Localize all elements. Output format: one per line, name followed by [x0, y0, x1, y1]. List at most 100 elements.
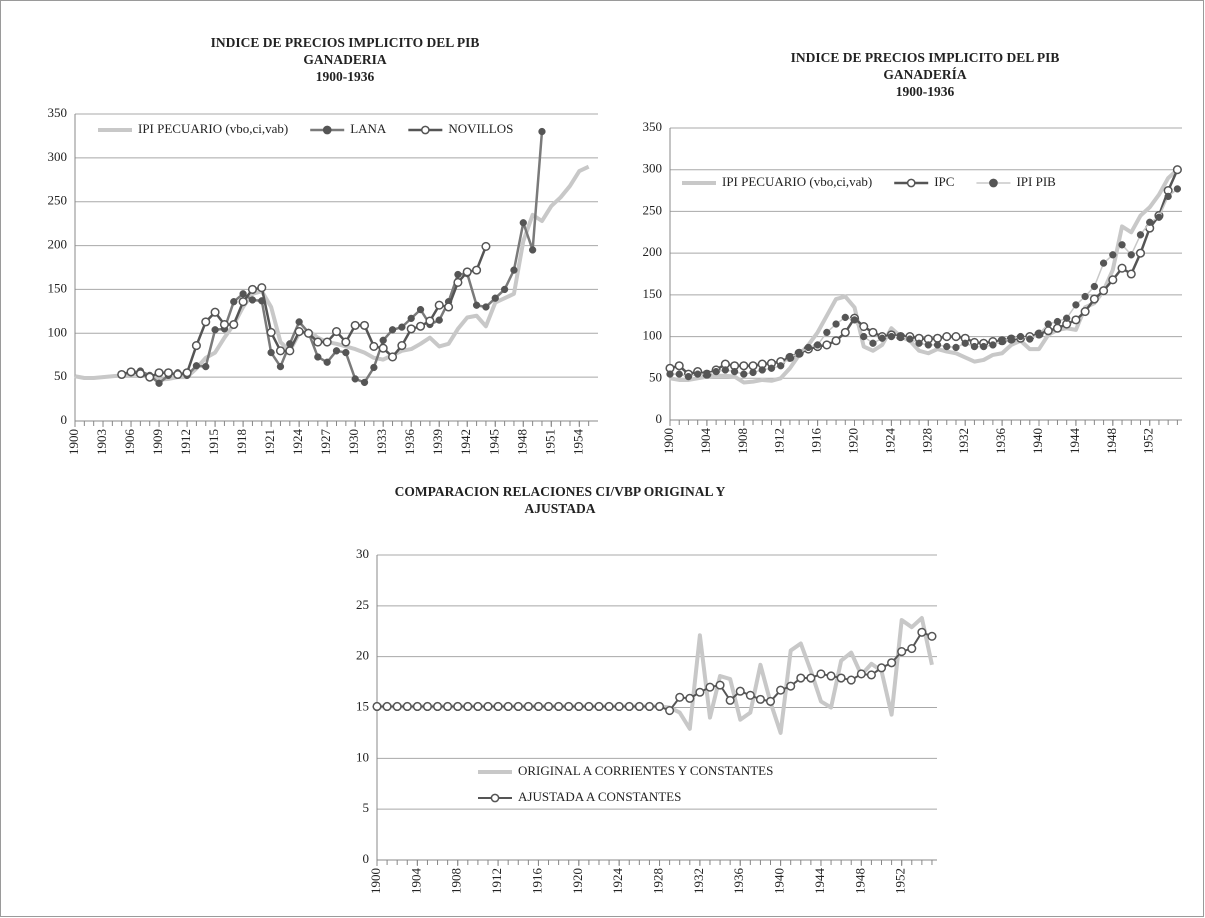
- data-point: [745, 690, 755, 700]
- data-point: [1172, 165, 1182, 175]
- x-tick-label: 1948: [514, 429, 529, 455]
- x-tick-label: 1948: [1104, 428, 1119, 454]
- data-point: [331, 326, 342, 337]
- data-point: [422, 701, 433, 712]
- x-tick-label: 1952: [1141, 428, 1156, 454]
- x-tick-label: 1921: [262, 429, 277, 455]
- y-tick-label: 100: [48, 324, 68, 339]
- legend-label: LANA: [350, 121, 387, 136]
- data-point: [350, 320, 360, 330]
- chart-title: GANADERÍA: [883, 67, 967, 82]
- data-point: [313, 337, 323, 347]
- y-tick-label: 200: [48, 237, 68, 252]
- data-point: [806, 673, 816, 683]
- x-tick-label: 1924: [610, 868, 625, 895]
- y-tick-label: 100: [643, 328, 663, 343]
- data-point: [755, 694, 765, 704]
- data-point: [1136, 231, 1145, 239]
- data-point: [1099, 286, 1109, 296]
- legend-label: IPI PECUARIO (vbo,ci,vab): [138, 121, 288, 136]
- data-point: [1007, 335, 1015, 343]
- data-point: [816, 669, 826, 679]
- data-point: [303, 328, 314, 338]
- data-point: [483, 701, 493, 712]
- data-point: [388, 326, 397, 334]
- y-tick-label: 350: [48, 105, 68, 120]
- data-point: [831, 336, 841, 346]
- legend-marker: [490, 793, 500, 803]
- data-point: [856, 669, 866, 679]
- legend-marker: [906, 178, 916, 188]
- x-tick-label: 1940: [1030, 428, 1045, 454]
- data-point: [360, 378, 369, 387]
- data-point: [951, 332, 961, 342]
- x-tick-label: 1915: [206, 429, 221, 455]
- data-point: [952, 343, 960, 352]
- chart-title: INDICE DE PRECIOS IMPLICITO DEL PIB: [211, 35, 480, 50]
- data-point: [462, 267, 472, 277]
- data-point: [924, 341, 932, 349]
- data-point: [823, 328, 831, 337]
- y-tick-label: 20: [356, 648, 369, 663]
- legend-label: ORIGINAL A CORRIENTES Y CONSTANTES: [518, 763, 773, 778]
- data-point: [323, 358, 331, 366]
- x-tick-label: 1900: [661, 428, 676, 454]
- data-point: [1146, 218, 1154, 226]
- data-point: [332, 347, 341, 355]
- data-point: [201, 317, 211, 327]
- x-tick-label: 1952: [893, 868, 908, 894]
- data-point: [822, 340, 832, 350]
- data-point: [850, 316, 859, 324]
- data-point: [519, 219, 527, 227]
- data-point: [192, 362, 201, 370]
- x-tick-label: 1908: [449, 868, 464, 894]
- data-point: [472, 301, 481, 309]
- chart-title: COMPARACION RELACIONES CI/VBP ORIGINAL Y: [395, 484, 726, 499]
- data-point: [859, 322, 869, 332]
- data-point: [510, 266, 518, 274]
- x-tick-label: 1912: [772, 428, 787, 454]
- series-line: [121, 245, 488, 379]
- data-point: [491, 294, 499, 302]
- data-point: [998, 337, 1006, 345]
- data-point: [369, 341, 379, 351]
- x-tick-label: 1920: [845, 428, 860, 454]
- data-point: [832, 320, 840, 328]
- x-tick-label: 1928: [651, 868, 666, 894]
- data-point: [1155, 213, 1163, 221]
- data-point: [513, 701, 523, 712]
- data-point: [846, 675, 856, 685]
- data-point: [786, 681, 796, 691]
- data-point: [402, 701, 412, 712]
- legend-label: NOVILLOS: [448, 121, 513, 136]
- data-point: [813, 341, 822, 349]
- data-point: [776, 685, 786, 695]
- x-tick-label: 1944: [1067, 428, 1082, 455]
- data-point: [943, 342, 951, 351]
- data-point: [715, 680, 725, 690]
- x-tick-label: 1928: [919, 428, 934, 454]
- x-tick-label: 1924: [882, 428, 897, 455]
- x-tick-label: 1933: [374, 429, 389, 455]
- data-point: [1164, 192, 1172, 201]
- data-point: [210, 307, 220, 317]
- data-point: [406, 324, 416, 334]
- data-point: [230, 298, 238, 306]
- data-point: [145, 372, 155, 382]
- data-point: [887, 332, 896, 341]
- x-tick-label: 1936: [731, 868, 746, 895]
- data-point: [219, 319, 229, 330]
- data-point: [675, 692, 685, 702]
- x-tick-label: 1904: [698, 428, 713, 455]
- data-point: [275, 346, 286, 356]
- data-point: [257, 283, 267, 293]
- data-point: [604, 701, 614, 712]
- data-point: [876, 663, 887, 673]
- data-point: [538, 127, 546, 136]
- data-point: [412, 701, 422, 712]
- data-point: [295, 318, 303, 326]
- data-point: [989, 341, 997, 349]
- data-point: [730, 367, 739, 376]
- y-tick-label: 150: [643, 286, 663, 301]
- data-point: [481, 241, 491, 251]
